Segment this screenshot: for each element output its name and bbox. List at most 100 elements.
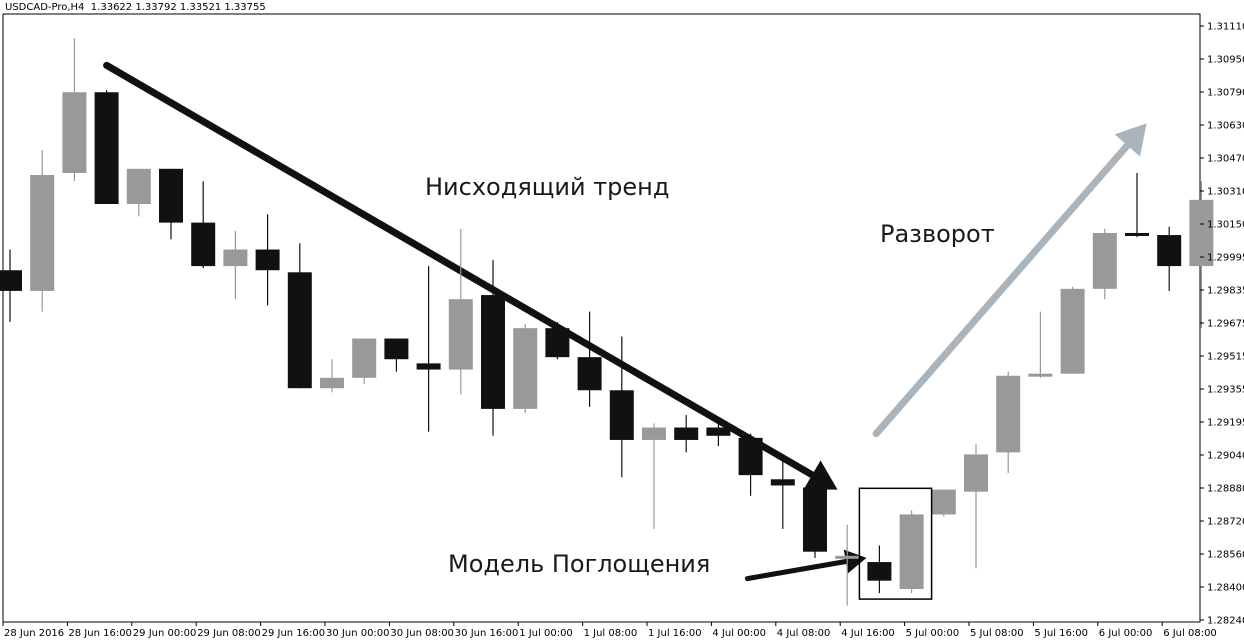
y-tick-label: 1.30310 (1207, 187, 1244, 198)
plot-area (2, 13, 1201, 623)
candle (62, 38, 87, 182)
x-tick-label: 4 Jul 08:00 (777, 628, 831, 639)
candle-body (835, 555, 860, 559)
candle (577, 311, 602, 407)
candle-body (481, 295, 505, 409)
candle-body (159, 168, 183, 223)
pattern-pointer-arrow-head (843, 549, 867, 574)
candle-body (287, 272, 312, 389)
x-tick-label: 6 Jul 00:00 (1099, 628, 1153, 639)
reversal-arrow (872, 141, 1131, 438)
y-tick-label: 1.30790 (1207, 88, 1244, 99)
candle-body (1125, 232, 1149, 236)
candle (996, 371, 1021, 474)
candle (1157, 226, 1182, 291)
x-tick-label: 5 Jul 08:00 (970, 628, 1024, 639)
y-tick-label: 1.29515 (1207, 352, 1244, 363)
engulfing-pattern-label: Модель Поглощения (448, 550, 711, 578)
candle (738, 433, 763, 496)
candle-body (384, 338, 409, 360)
arrows-layer (103, 61, 1147, 582)
x-tick-label: 5 Jul 00:00 (906, 628, 960, 639)
candle (448, 228, 473, 395)
x-tick-label: 30 Jun 16:00 (455, 628, 519, 639)
candle-body (642, 427, 666, 440)
ohlc-readout: 1.33622 1.33792 1.33521 1.33755 (90, 2, 266, 13)
candle-body (674, 427, 699, 440)
y-tick-label: 1.29835 (1207, 286, 1244, 297)
y-tick-label: 1.28560 (1207, 550, 1244, 561)
candle-body (126, 168, 151, 204)
engulfing-pattern-box (858, 487, 933, 600)
x-tick-label: 28 Jun 16:00 (68, 628, 132, 639)
candle (1028, 311, 1053, 378)
candle (1060, 286, 1085, 374)
x-tick-label: 30 Jun 08:00 (390, 628, 454, 639)
candle-body (1157, 235, 1182, 267)
candles-layer (0, 38, 1214, 606)
candle-body (964, 454, 988, 492)
candle-body (352, 338, 377, 378)
x-tick-label: 5 Jul 16:00 (1034, 628, 1088, 639)
candle (803, 485, 827, 558)
candle (352, 338, 377, 385)
downtrend-arrow-head (803, 460, 838, 490)
candle (384, 338, 409, 372)
candle (30, 150, 55, 312)
candle (416, 266, 441, 432)
candle-body (1028, 373, 1053, 377)
candle (706, 421, 731, 447)
candle (964, 444, 988, 569)
candle (642, 423, 666, 529)
candle (867, 545, 892, 594)
candle-body (577, 357, 602, 391)
y-tick-label: 1.30950 (1207, 55, 1244, 66)
y-tick-label: 1.29195 (1207, 418, 1244, 429)
candle (545, 321, 570, 360)
y-tick-label: 1.29040 (1207, 451, 1244, 462)
candle (223, 230, 248, 300)
candle (609, 336, 634, 478)
x-tick-label: 28 Jun 2016 (4, 628, 64, 639)
candle-body (996, 375, 1021, 453)
x-axis: 28 Jun 2016 28 Jun 16:00 29 Jun 00:00 29 Ju… (2, 622, 1217, 639)
plot-frame (2, 13, 1201, 623)
y-tick-label: 1.30150 (1207, 220, 1244, 231)
x-tick-label: 30 Jun 00:00 (326, 628, 390, 639)
candle-body (1060, 288, 1085, 374)
candle (513, 324, 538, 414)
x-tick-label: 29 Jun 00:00 (133, 628, 197, 639)
candle (931, 489, 956, 517)
candle (899, 510, 924, 594)
candle-body (609, 390, 634, 440)
candle (126, 168, 151, 217)
candle (191, 181, 216, 269)
symbol-info: USDCAD-Pro,H4 1.33622 1.33792 1.33521 1.… (5, 2, 266, 13)
candle-body (448, 299, 473, 370)
candle (159, 168, 183, 240)
candle (674, 415, 699, 453)
candle (0, 249, 22, 322)
candle (1189, 181, 1214, 329)
reversal-arrow-head (1114, 123, 1147, 157)
x-tick-label: 1 Jul 16:00 (648, 628, 702, 639)
candle-body (545, 328, 570, 358)
candle-body (320, 377, 344, 389)
candle-body (255, 249, 280, 271)
candle-body (62, 92, 87, 173)
candle (94, 90, 119, 204)
candle (255, 214, 280, 306)
candle-body (416, 363, 441, 370)
candle (1125, 172, 1149, 238)
y-tick-label: 1.29355 (1207, 385, 1244, 396)
candle (287, 243, 312, 389)
candle-body (30, 175, 55, 291)
x-tick-label: 1 Jul 08:00 (584, 628, 638, 639)
candle-body (94, 92, 119, 204)
candle-body (1189, 199, 1214, 267)
y-tick-label: 1.28720 (1207, 517, 1244, 528)
x-tick-label: 1 Jul 00:00 (519, 628, 573, 639)
y-tick-label: 1.28880 (1207, 484, 1244, 495)
pattern-pointer-arrow (744, 559, 849, 582)
candle-body (223, 249, 248, 267)
